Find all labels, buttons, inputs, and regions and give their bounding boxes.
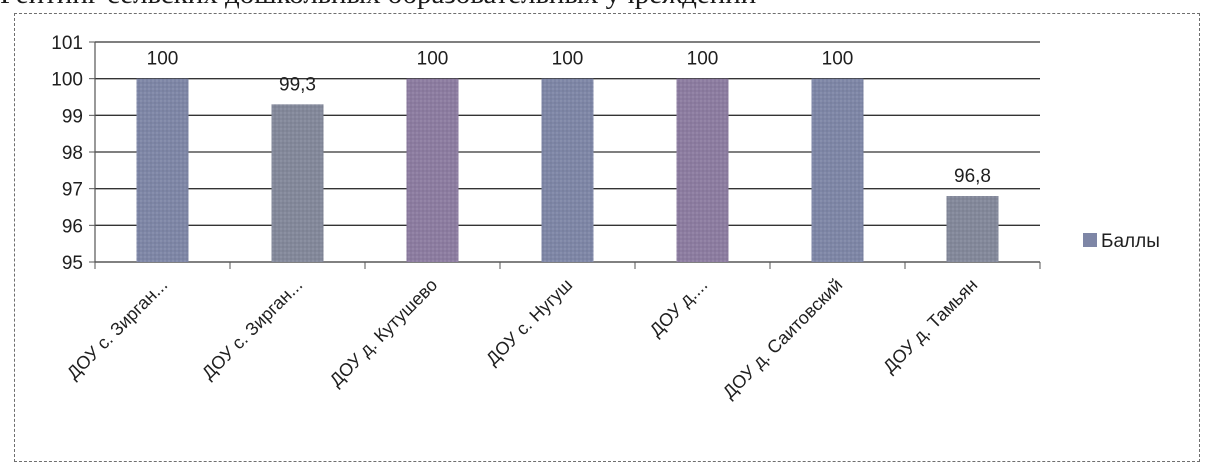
category-label: ДОУ д. Тамьян xyxy=(879,275,981,377)
y-tick-label: 101 xyxy=(51,33,83,54)
bar-texture xyxy=(946,196,999,262)
y-tick-label: 98 xyxy=(62,143,83,164)
bar-texture xyxy=(136,78,189,263)
category-label: ДОУ с. Нугуш xyxy=(482,275,576,369)
bar-texture xyxy=(541,78,594,263)
axes: 95 96 97 98 99 100 101 xyxy=(51,33,1041,274)
bar-texture xyxy=(811,78,864,263)
legend-label: Баллы xyxy=(1101,231,1160,252)
y-tick-label: 97 xyxy=(62,180,83,201)
y-tick-label: 100 xyxy=(51,70,83,91)
data-label: 100 xyxy=(822,49,854,70)
bar-texture xyxy=(676,78,729,263)
category-label: ДОУ д.... xyxy=(646,275,712,341)
header-text: Рейтинг сельских дошкольных образователь… xyxy=(0,0,1207,12)
data-label: 96,8 xyxy=(954,166,991,187)
category-labels: ДОУ с. Зирган... ДОУ с. Зирган... ДОУ д. К… xyxy=(63,275,981,403)
category-label: ДОУ д. Кутушево xyxy=(326,275,442,391)
bars xyxy=(136,78,999,263)
data-label: 100 xyxy=(687,49,719,70)
category-label: ДОУ с. Зирган... xyxy=(198,275,306,383)
bar-texture xyxy=(406,78,459,263)
data-labels: 100 99,3 100 100 100 100 96,8 xyxy=(147,49,991,187)
category-label: ДОУ д. Саитовский xyxy=(719,275,847,403)
bar-texture xyxy=(271,104,324,262)
category-label: ДОУ с. Зирган... xyxy=(63,275,171,383)
y-tick-label: 96 xyxy=(62,216,83,237)
y-tick-label: 95 xyxy=(62,253,83,274)
data-label: 100 xyxy=(147,49,179,70)
data-label: 100 xyxy=(552,49,584,70)
data-label: 100 xyxy=(417,49,449,70)
y-tick-label: 99 xyxy=(62,106,83,127)
legend: Баллы xyxy=(1083,231,1160,252)
legend-swatch xyxy=(1083,233,1097,247)
data-label: 99,3 xyxy=(279,74,316,95)
chart-frame xyxy=(14,13,1200,462)
